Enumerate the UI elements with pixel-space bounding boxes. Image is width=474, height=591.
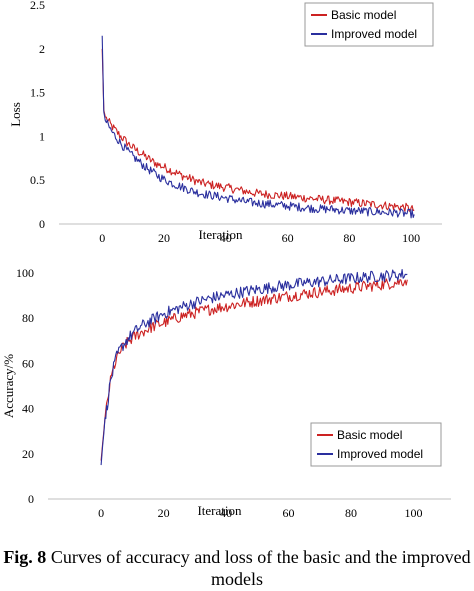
- chart2-legend-box: [310, 422, 442, 467]
- chart2-legend-label-basic: Basic model: [337, 428, 402, 442]
- chart1-legend-box: [304, 2, 434, 47]
- chart1-legend-label-improved: Improved model: [331, 27, 417, 41]
- chart2-x-tick-label: 60: [283, 506, 295, 520]
- chart1-x-tick-label: 40: [220, 231, 232, 245]
- chart2-y-tick-label: 20: [22, 447, 34, 461]
- chart2-x-tick-label: 20: [158, 506, 170, 520]
- chart2-y-axis-label: Accuracy/%: [1, 354, 16, 418]
- figure-caption: Fig. 8 Curves of accuracy and loss of th…: [0, 546, 474, 590]
- chart1-y-axis-label: Loss: [8, 102, 23, 127]
- chart2-series-basic-line: [100, 278, 408, 461]
- chart1-x-tick-label: 60: [282, 231, 294, 245]
- chart2-y-tick-label: 40: [22, 402, 34, 416]
- chart2-legend-label-improved: Improved model: [337, 447, 423, 461]
- caption-text: Curves of accuracy and loss of the basic…: [46, 547, 471, 589]
- chart2-y-tick-label: 60: [22, 356, 34, 370]
- chart1-legend-label-basic: Basic model: [331, 8, 396, 22]
- chart1-y-tick-label: 1: [39, 129, 45, 143]
- chart2-x-tick-label: 40: [220, 506, 232, 520]
- chart1-series-basic-line: [101, 48, 415, 213]
- chart1-x-tick-label: 100: [402, 231, 420, 245]
- chart1-y-tick-label: 1.5: [30, 86, 45, 100]
- chart2-y-tick-label: 80: [22, 311, 34, 325]
- chart1-x-tick-label: 20: [158, 231, 170, 245]
- chart2-y-tick-label: 0: [28, 492, 34, 506]
- chart1-x-tick-label: 80: [343, 231, 355, 245]
- chart2-x-tick-label: 0: [98, 506, 104, 520]
- chart1-y-tick-label: 0: [39, 217, 45, 231]
- chart1-x-tick-label: 0: [99, 231, 105, 245]
- charts-canvas: 0 0.5 1 1.5 2 2.5 0 20 40 60 80 100 Iteration Loss Bas…: [1, 0, 451, 520]
- chart1-x-axis-label: Iteration: [198, 227, 243, 242]
- chart1-y-tick-label: 2.5: [30, 0, 45, 12]
- chart2-y-tick-label: 100: [16, 266, 34, 280]
- chart1-y-tick-label: 0.5: [30, 173, 45, 187]
- chart2-series-improved-line: [100, 269, 408, 466]
- chart1-series-improved-line: [101, 35, 415, 219]
- chart2-x-tick-label: 80: [345, 506, 357, 520]
- chart2-x-axis-label: Iteration: [197, 503, 242, 518]
- caption-label: Fig. 8: [3, 547, 47, 567]
- chart1-y-tick-label: 2: [39, 42, 45, 56]
- chart2-x-tick-label: 100: [405, 506, 423, 520]
